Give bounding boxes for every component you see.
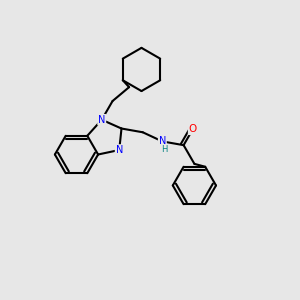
Text: H: H [160,145,167,154]
Text: N: N [159,136,166,146]
Text: O: O [189,124,197,134]
Text: N: N [116,145,123,155]
Text: N: N [98,115,105,125]
